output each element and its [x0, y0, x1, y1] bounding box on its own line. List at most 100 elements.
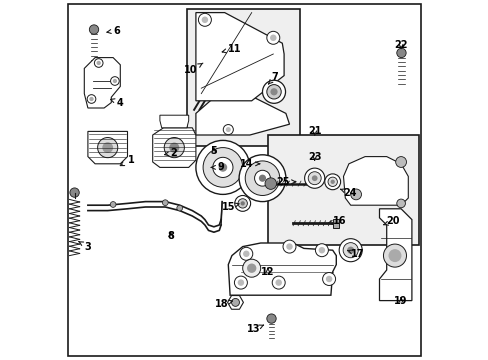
Text: 6: 6 — [107, 26, 120, 36]
Circle shape — [203, 148, 242, 187]
Circle shape — [327, 177, 337, 186]
Text: 23: 23 — [307, 152, 321, 162]
Circle shape — [270, 88, 277, 95]
Circle shape — [304, 168, 324, 188]
Polygon shape — [196, 88, 289, 135]
Text: 22: 22 — [393, 40, 407, 50]
Text: 8: 8 — [167, 231, 174, 241]
Circle shape — [243, 251, 249, 257]
Circle shape — [396, 199, 405, 208]
Circle shape — [238, 199, 247, 208]
Circle shape — [343, 243, 358, 258]
Circle shape — [307, 172, 321, 185]
Polygon shape — [379, 209, 411, 301]
Circle shape — [196, 140, 249, 194]
Polygon shape — [196, 13, 284, 101]
Circle shape — [110, 77, 119, 85]
Circle shape — [239, 247, 252, 260]
Circle shape — [110, 202, 116, 207]
Circle shape — [269, 35, 276, 41]
Circle shape — [322, 273, 335, 285]
Text: 7: 7 — [268, 72, 278, 84]
Polygon shape — [88, 131, 127, 164]
Circle shape — [396, 48, 406, 58]
Circle shape — [258, 175, 265, 182]
Circle shape — [234, 195, 250, 211]
Text: 10: 10 — [184, 63, 203, 75]
Circle shape — [266, 314, 276, 323]
Text: 1: 1 — [120, 155, 134, 166]
Polygon shape — [332, 219, 339, 228]
Circle shape — [246, 264, 256, 273]
Circle shape — [242, 259, 260, 277]
Circle shape — [237, 279, 244, 286]
Circle shape — [283, 240, 295, 253]
Text: 17: 17 — [347, 249, 364, 259]
Text: 16: 16 — [328, 216, 346, 226]
Circle shape — [198, 13, 211, 26]
Circle shape — [162, 200, 168, 206]
Circle shape — [383, 244, 406, 267]
Circle shape — [239, 155, 285, 202]
Circle shape — [87, 95, 96, 103]
Circle shape — [240, 201, 244, 206]
Circle shape — [113, 79, 117, 83]
Text: 5: 5 — [210, 146, 217, 156]
Circle shape — [272, 276, 285, 289]
Text: 3: 3 — [79, 242, 91, 252]
Circle shape — [395, 157, 406, 167]
Circle shape — [70, 188, 79, 197]
Text: 14: 14 — [240, 159, 259, 169]
Circle shape — [346, 247, 354, 254]
Circle shape — [201, 17, 208, 23]
Circle shape — [96, 61, 101, 65]
Text: 12: 12 — [261, 267, 274, 277]
Circle shape — [266, 31, 279, 44]
Circle shape — [223, 125, 233, 135]
Circle shape — [254, 170, 270, 186]
Text: 2: 2 — [164, 148, 177, 158]
Circle shape — [212, 157, 232, 177]
Text: 11: 11 — [222, 44, 241, 54]
Polygon shape — [227, 296, 243, 309]
Circle shape — [275, 279, 282, 286]
Circle shape — [231, 298, 239, 306]
Circle shape — [318, 247, 325, 253]
Circle shape — [285, 243, 292, 250]
Circle shape — [177, 205, 182, 211]
Text: 25: 25 — [275, 177, 295, 187]
Circle shape — [94, 59, 103, 67]
Circle shape — [387, 249, 401, 262]
Text: 15: 15 — [222, 202, 239, 212]
Text: 24: 24 — [340, 188, 356, 198]
Circle shape — [98, 138, 118, 158]
Circle shape — [266, 85, 281, 99]
Circle shape — [339, 239, 362, 262]
Circle shape — [262, 80, 285, 103]
Text: 4: 4 — [110, 98, 123, 108]
Text: 18: 18 — [214, 299, 232, 309]
Text: 20: 20 — [383, 216, 399, 226]
Text: 13: 13 — [247, 324, 263, 334]
Circle shape — [89, 25, 99, 34]
Circle shape — [330, 180, 334, 184]
Polygon shape — [228, 243, 336, 295]
Bar — [186, 9, 300, 146]
Circle shape — [169, 143, 179, 153]
Circle shape — [102, 142, 113, 153]
Polygon shape — [84, 58, 120, 108]
Circle shape — [234, 276, 247, 289]
Circle shape — [218, 163, 227, 172]
Circle shape — [244, 161, 279, 195]
Circle shape — [324, 174, 340, 190]
Circle shape — [311, 175, 317, 181]
Circle shape — [350, 189, 361, 200]
Text: 19: 19 — [393, 296, 407, 306]
Circle shape — [315, 244, 328, 257]
Circle shape — [164, 138, 184, 158]
Polygon shape — [210, 31, 222, 40]
Text: 9: 9 — [211, 162, 224, 172]
Bar — [267, 135, 418, 245]
Circle shape — [225, 127, 230, 132]
Polygon shape — [152, 128, 196, 167]
